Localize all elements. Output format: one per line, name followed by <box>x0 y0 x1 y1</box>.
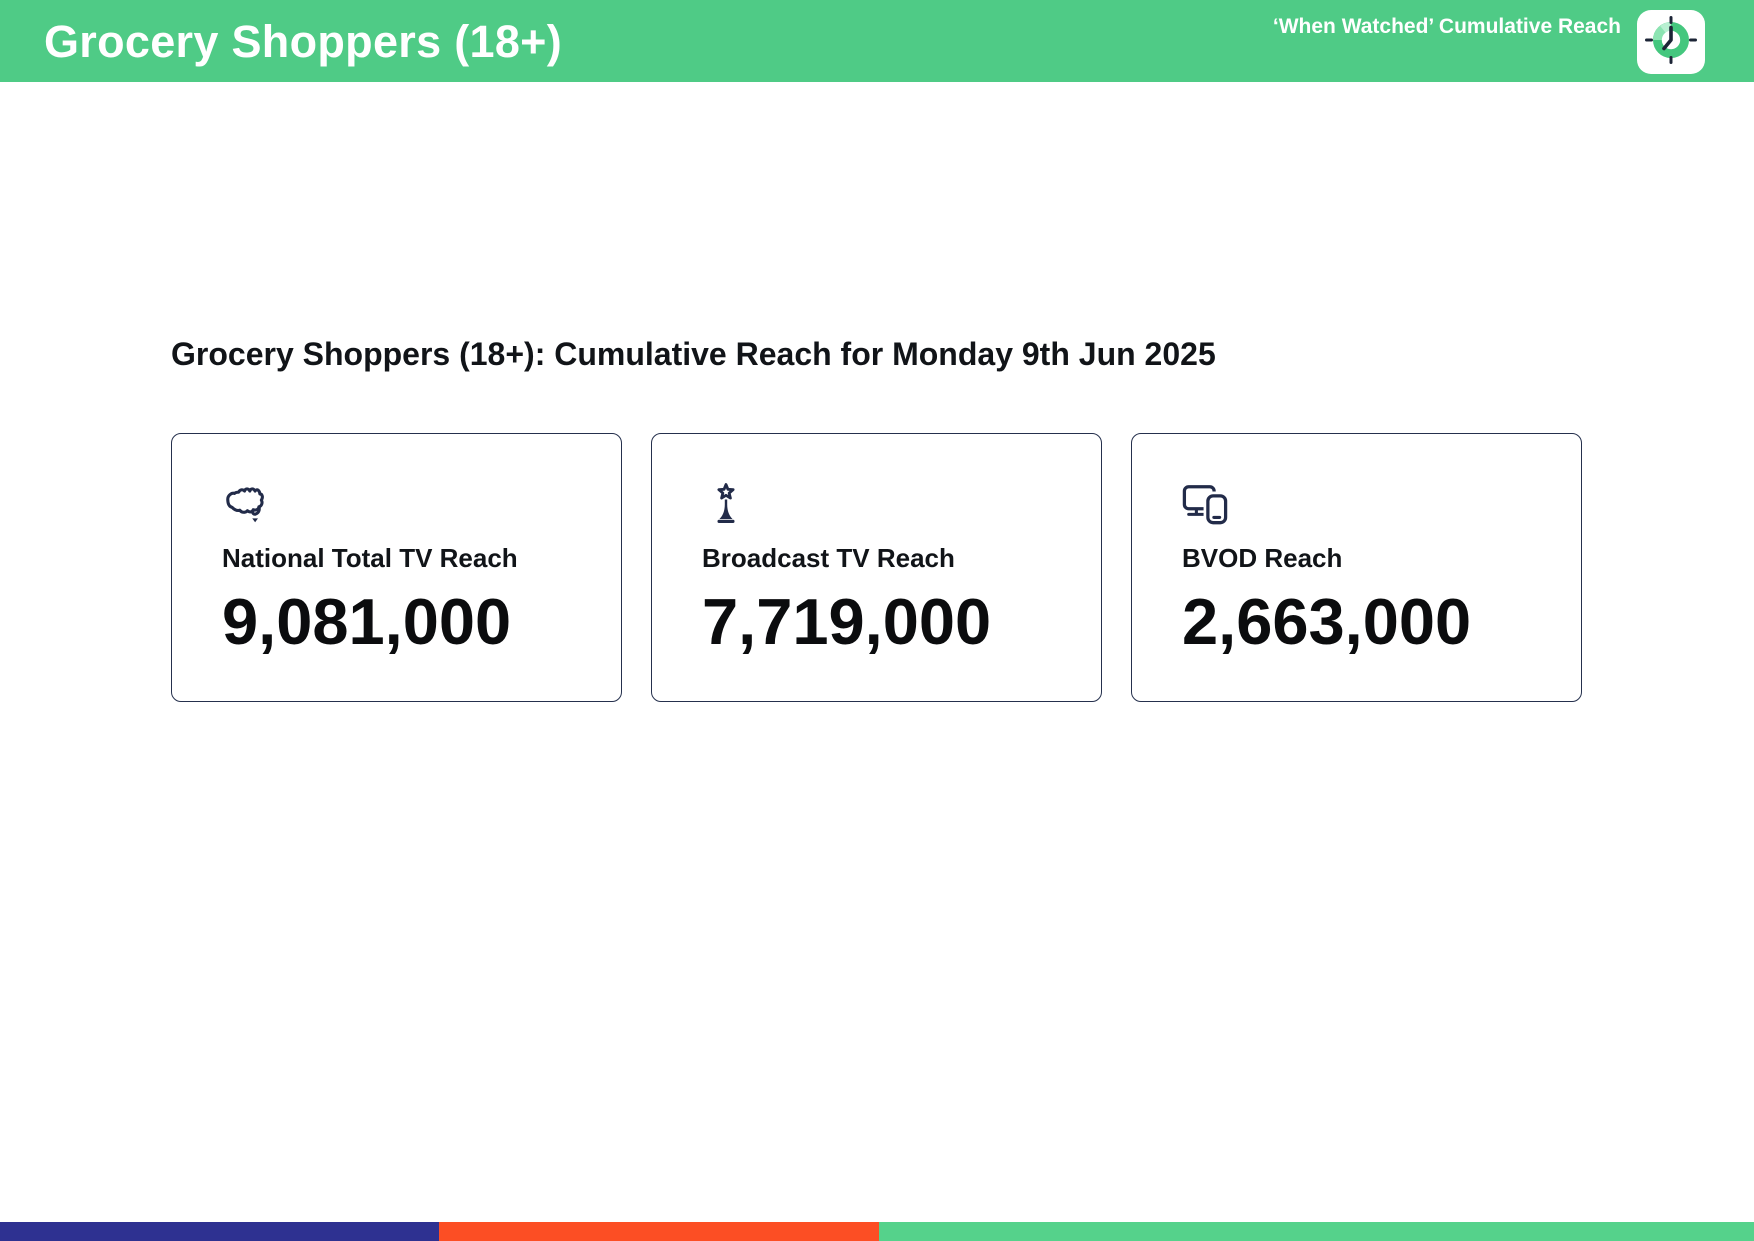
footer-segment-navy <box>0 1222 439 1241</box>
report-heading: Grocery Shoppers (18+): Cumulative Reach… <box>171 336 1216 372</box>
kpi-label: Broadcast TV Reach <box>702 543 955 573</box>
kpi-card-bvod: BVOD Reach 2,663,000 <box>1131 433 1582 702</box>
header-bar: Grocery Shoppers (18+) ‘When Watched’ Cu… <box>0 0 1754 82</box>
clock-logo-badge <box>1637 10 1705 74</box>
kpi-card-national-total-tv: National Total TV Reach 9,081,000 <box>171 433 622 702</box>
kpi-card-row: National Total TV Reach 9,081,000 Broadc… <box>171 433 1582 702</box>
page-title: Grocery Shoppers (18+) <box>44 16 563 67</box>
footer-stripe <box>0 1222 1754 1241</box>
clock-icon <box>1643 14 1699 71</box>
kpi-card-broadcast-tv: Broadcast TV Reach 7,719,000 <box>651 433 1102 702</box>
footer-segment-green <box>878 1222 1754 1241</box>
broadcast-tower-icon <box>702 481 1083 529</box>
kpi-value: 7,719,000 <box>702 585 992 658</box>
kpi-value: 9,081,000 <box>222 585 512 658</box>
australia-map-icon <box>222 481 603 529</box>
footer-segment-orange <box>438 1222 879 1241</box>
header-subtitle: ‘When Watched’ Cumulative Reach <box>1272 15 1621 38</box>
kpi-label: BVOD Reach <box>1182 543 1343 573</box>
devices-icon <box>1182 481 1563 529</box>
kpi-value: 2,663,000 <box>1182 585 1472 658</box>
kpi-label: National Total TV Reach <box>222 543 518 573</box>
